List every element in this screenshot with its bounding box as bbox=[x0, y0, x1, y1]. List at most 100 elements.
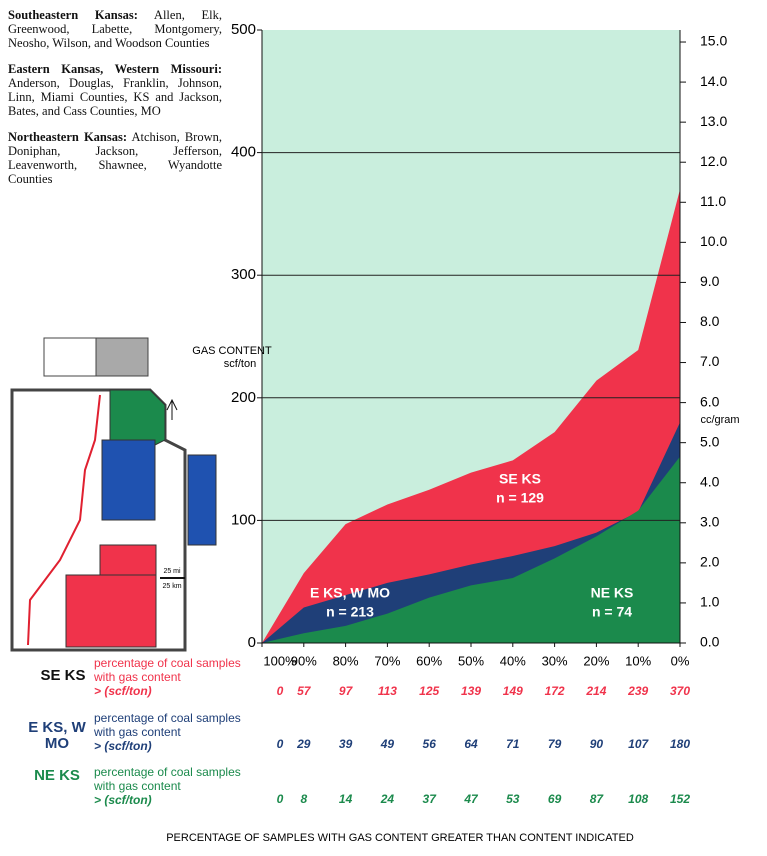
row-description: percentage of coal samples bbox=[94, 765, 241, 779]
y2-tick-label: 3.0 bbox=[700, 514, 720, 530]
y2-tick-label: 2.0 bbox=[700, 554, 720, 570]
x-tick-label: 30% bbox=[542, 653, 568, 668]
scale-label: 25 mi bbox=[163, 568, 181, 575]
row-label: NE KS bbox=[34, 767, 80, 784]
y2-tick-label: 1.0 bbox=[700, 594, 720, 610]
row-value: 149 bbox=[503, 684, 523, 698]
row-value: 97 bbox=[339, 684, 354, 698]
x-tick-label: 80% bbox=[333, 653, 359, 668]
map-se bbox=[65, 574, 157, 648]
map-ekansas bbox=[101, 439, 156, 521]
row-value: 108 bbox=[628, 792, 648, 806]
x-tick-label: 10% bbox=[625, 653, 651, 668]
y-tick-label: 200 bbox=[231, 389, 256, 406]
row-value: 37 bbox=[423, 792, 438, 806]
row-value: 24 bbox=[380, 792, 395, 806]
row-description: percentage of coal samples bbox=[94, 711, 241, 725]
x-tick-label: 20% bbox=[583, 653, 609, 668]
y2-tick-label: 8.0 bbox=[700, 313, 720, 329]
x-tick-label: 60% bbox=[416, 653, 442, 668]
series-annotation: n = 129 bbox=[496, 490, 544, 506]
row-value: 69 bbox=[548, 792, 562, 806]
row-value: 29 bbox=[296, 737, 311, 751]
y2-tick-label: 0.0 bbox=[700, 634, 720, 650]
y2-tick-label: 13.0 bbox=[700, 113, 727, 129]
series-annotation: n = 74 bbox=[592, 604, 632, 620]
row-description: with gas content bbox=[93, 725, 181, 739]
series-annotation: NE KS bbox=[591, 585, 634, 601]
region-text: Allen, Elk, Greenwood, Labette, Montgome… bbox=[8, 8, 222, 50]
map-se2 bbox=[99, 544, 157, 576]
row-value: 90 bbox=[590, 737, 604, 751]
y-tick-label: 100 bbox=[231, 511, 256, 528]
region-title: Eastern Kansas, Western Missouri: bbox=[8, 62, 222, 76]
x-tick-label: 50% bbox=[458, 653, 484, 668]
area bbox=[262, 456, 680, 643]
y-axis-label: GAS CONTENT bbox=[192, 345, 272, 357]
y2-tick-label: 9.0 bbox=[700, 273, 720, 289]
region: Southeastern Kansas: Allen, Elk, Greenwo… bbox=[8, 8, 222, 50]
row-value: 53 bbox=[506, 792, 520, 806]
row-description: > (scf/ton) bbox=[94, 793, 152, 807]
row-value: 57 bbox=[297, 684, 312, 698]
y2-tick-label: 11.0 bbox=[700, 193, 726, 209]
row-description: > (scf/ton) bbox=[94, 739, 152, 753]
region-list: Southeastern Kansas: Allen, Elk, Greenwo… bbox=[8, 8, 222, 198]
row-value: 64 bbox=[464, 737, 478, 751]
series-annotation: E KS, W MO bbox=[310, 585, 390, 601]
region: Northeastern Kansas: Atchison, Brown, Do… bbox=[8, 130, 222, 186]
north-arrow bbox=[166, 398, 178, 420]
row-value: 370 bbox=[670, 684, 690, 698]
y2-tick-label: 7.0 bbox=[700, 353, 720, 369]
map-line bbox=[27, 394, 101, 646]
row-description: with gas content bbox=[93, 670, 181, 684]
row-value: 49 bbox=[380, 737, 395, 751]
row-value: 107 bbox=[628, 737, 649, 751]
map-missouri bbox=[187, 454, 217, 546]
row-value: 113 bbox=[378, 684, 397, 698]
y2-tick-label: 5.0 bbox=[700, 433, 720, 449]
row-label: E KS, W MO bbox=[28, 719, 86, 752]
y2-tick-label: 14.0 bbox=[700, 73, 727, 89]
y2-tick-label: 15.0 bbox=[700, 33, 727, 49]
row-value: 125 bbox=[419, 684, 439, 698]
series-annotation: SE KS bbox=[499, 471, 541, 487]
scale-label: 25 km bbox=[162, 583, 181, 590]
series-annotation: n = 213 bbox=[326, 604, 374, 620]
row-value: 8 bbox=[300, 792, 307, 806]
row-value: 14 bbox=[339, 792, 353, 806]
x-tick-label: 70% bbox=[374, 653, 400, 668]
row-value: 239 bbox=[627, 684, 648, 698]
row-value: 0 bbox=[277, 792, 284, 806]
y2-tick-label: 12.0 bbox=[700, 153, 727, 169]
row-value: 79 bbox=[548, 737, 562, 751]
state-outline bbox=[43, 337, 97, 377]
row-value: 139 bbox=[461, 684, 481, 698]
y2-axis-label: cc/gram bbox=[700, 414, 739, 426]
row-description: percentage of coal samples bbox=[94, 656, 241, 670]
row-value: 214 bbox=[585, 684, 606, 698]
region-text: Anderson, Douglas, Franklin, Johnson, Li… bbox=[8, 76, 222, 118]
y2-tick-label: 4.0 bbox=[700, 473, 720, 489]
row-description: with gas content bbox=[93, 779, 181, 793]
row-value: 152 bbox=[670, 792, 690, 806]
row-value: 0 bbox=[277, 737, 284, 751]
region: Eastern Kansas, Western Missouri: Anders… bbox=[8, 62, 222, 118]
row-value: 172 bbox=[545, 684, 565, 698]
region-title: Northeastern Kansas: bbox=[8, 130, 128, 144]
region-text: Atchison, Brown, Doniphan, Jackson, Jeff… bbox=[8, 130, 222, 186]
y2-tick-label: 10.0 bbox=[700, 233, 727, 249]
y-tick-label: 300 bbox=[231, 266, 256, 283]
row-value: 180 bbox=[670, 737, 690, 751]
y-tick-label: 500 bbox=[231, 21, 256, 38]
row-value: 39 bbox=[339, 737, 353, 751]
x-tick-label: 40% bbox=[500, 653, 526, 668]
row-value: 56 bbox=[423, 737, 437, 751]
region-title: Southeastern Kansas: bbox=[8, 8, 138, 22]
state-highlight bbox=[95, 337, 149, 377]
row-value: 87 bbox=[590, 792, 605, 806]
y-tick-label: 400 bbox=[231, 144, 256, 161]
map: 25 mi 25 km bbox=[10, 337, 217, 652]
